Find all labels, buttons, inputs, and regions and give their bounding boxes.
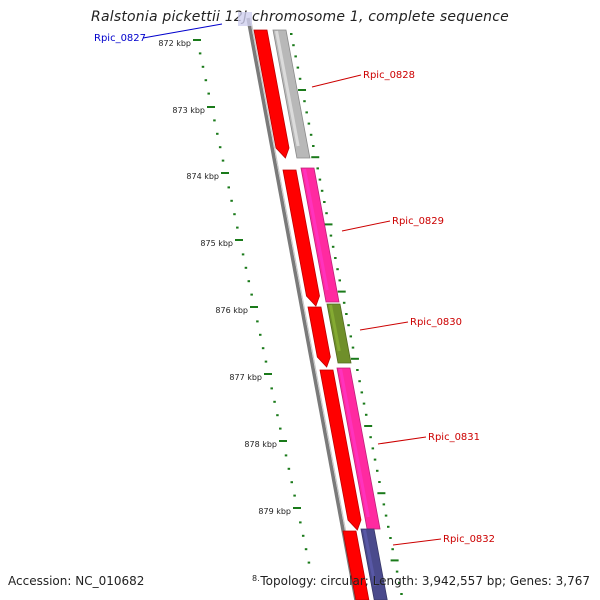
map-title: Ralstonia pickettii 12J chromosome 1, co… — [91, 9, 509, 25]
gene-label-leader — [377, 436, 427, 445]
backbone-top-cap — [238, 12, 252, 26]
feature-highlight — [322, 370, 353, 519]
gene-label-leader — [392, 538, 442, 546]
tick-label: 873 kbp — [172, 106, 205, 115]
gene-label[interactable]: Rpic_0832 — [443, 534, 495, 545]
gene-label-leader — [311, 74, 362, 88]
chromosome-backbone — [246, 17, 358, 600]
gene-label-leader — [142, 23, 223, 39]
gene-label[interactable]: Rpic_0830 — [410, 317, 462, 328]
feature-highlight — [363, 529, 377, 587]
gene-label-leader — [359, 321, 409, 331]
tick-label: 876 kbp — [215, 306, 248, 315]
position-ticks: 872 kbp 873 kbp 874 kbp 875 kbp 876 kbp 877 k… — [158, 33, 403, 595]
gene-label[interactable]: Rpic_0829 — [392, 216, 444, 227]
gene-label[interactable]: Rpic_0827 — [94, 33, 146, 44]
topology-text: Topology: circular; Length: 3,942,557 bp… — [260, 574, 590, 588]
feature-highlight — [275, 30, 300, 147]
feature-highlight — [345, 531, 359, 587]
tick-label: 875 kbp — [200, 239, 233, 248]
feature-highlight — [329, 304, 341, 352]
feature-highlight — [303, 168, 329, 291]
accession-text: Accession: NC_010682 — [8, 574, 145, 588]
feature-highlight — [285, 170, 312, 295]
tick-label: 872 kbp — [158, 39, 191, 48]
feature-highlight — [256, 30, 281, 147]
gene-label[interactable]: Rpic_0831 — [428, 432, 480, 443]
feature-highlight — [339, 368, 370, 518]
gene-label-leader — [341, 220, 391, 232]
tick-label: 879 kbp — [258, 507, 291, 516]
gene-labels: Rpic_0827 Rpic_0828 Rpic_0829 Rpic_0830 Rpic… — [94, 23, 495, 546]
truncated-tick-label: 8. — [252, 574, 260, 583]
tick-label: 877 kbp — [229, 373, 262, 382]
chromosome-backbone-highlight — [250, 17, 359, 600]
tick-label: 878 kbp — [244, 440, 277, 449]
tick-label: 874 kbp — [186, 172, 219, 181]
gene-label[interactable]: Rpic_0828 — [363, 70, 415, 81]
gene-features — [253, 29, 388, 600]
feature-highlight — [310, 307, 322, 356]
